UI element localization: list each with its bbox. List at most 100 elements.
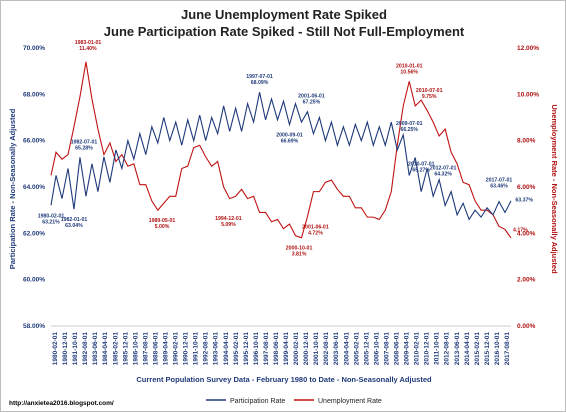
x-tick-label: 2003-06-01	[333, 332, 340, 366]
x-tick-label: 2012-08-01	[444, 332, 451, 366]
x-tick-label: 1980-02-01	[52, 332, 59, 366]
x-tick-label: 1984-04-01	[102, 332, 109, 366]
left-tick-label: 60.00%	[23, 277, 45, 284]
x-tick-label: 2013-06-01	[454, 332, 461, 366]
annotation-date: 1982-01-01	[61, 217, 88, 223]
left-tick-label: 68.00%	[23, 91, 45, 98]
x-tick-label: 2002-08-01	[323, 332, 330, 366]
annotation-value: 3.81%	[292, 252, 307, 258]
annotation-value: 63.04%	[65, 223, 83, 229]
left-tick-label: 58.00%	[23, 323, 45, 330]
right-tick-label: 4.00%	[517, 230, 536, 237]
x-tick-label: 2016-10-01	[494, 332, 501, 366]
series-line-participation-rate	[50, 92, 512, 221]
x-tick-label: 2010-02-01	[414, 332, 421, 366]
right-tick-label: 10.00%	[517, 91, 539, 98]
x-tick-label: 1998-06-01	[273, 332, 280, 366]
x-tick-label: 1981-10-01	[72, 332, 79, 366]
x-tick-label: 1990-12-01	[183, 332, 190, 366]
annotation-date: 1983-01-01	[75, 40, 102, 46]
x-tick-label: 1995-02-01	[233, 332, 240, 366]
right-tick-label: 8.00%	[517, 138, 536, 145]
annotation-date: 1982-07-01	[71, 139, 98, 145]
x-tick-label: 1996-10-01	[253, 332, 260, 366]
annotation-value: 4.72%	[308, 231, 323, 237]
annotation-date: 2010-07-01	[416, 88, 443, 94]
annotation-date: 2001-06-01	[302, 225, 329, 231]
annotation-value: 11.40%	[79, 46, 97, 52]
annotation-value: 63.21%	[42, 219, 60, 225]
x-tick-label: 1985-02-01	[112, 332, 119, 366]
x-tick-label: 2009-04-01	[404, 332, 411, 366]
x-tick-label: 1985-12-01	[122, 332, 129, 366]
annotation-date: 2009-07-01	[396, 121, 423, 127]
annotation-value: 64.32%	[434, 172, 452, 178]
annotation-date: 2010-07-01	[408, 162, 435, 168]
series-line-unemployment-rate	[50, 61, 512, 239]
x-tick-label: 2011-10-01	[434, 332, 441, 365]
x-tick-label: 1994-04-01	[223, 332, 230, 366]
x-tick-label: 2000-12-01	[303, 332, 310, 366]
x-tick-label: 2001-10-01	[313, 332, 320, 366]
x-tick-label: 2008-06-01	[394, 332, 401, 366]
annotation-value: 68.09%	[251, 80, 269, 86]
x-tick-label: 2010-12-01	[424, 332, 431, 366]
x-tick-label: 1995-12-01	[243, 332, 250, 366]
annotation-date: 1980-02-01	[38, 213, 65, 219]
footer-url: http://anxietea2016.blogspot.com/	[9, 400, 114, 407]
x-tick-label: 2017-08-01	[504, 332, 511, 366]
x-tick-label: 2015-12-01	[484, 332, 491, 366]
x-axis-title: Current Population Survey Data - Februar…	[136, 375, 432, 384]
x-tick-label: 1992-08-01	[203, 332, 210, 366]
x-tick-label: 1980-12-01	[62, 332, 69, 366]
annotation-value: 67.25%	[303, 100, 321, 106]
annotation-date: 2000-09-01	[276, 133, 303, 139]
left-tick-label: 70.00%	[23, 45, 45, 52]
x-tick-label: 2000-02-01	[293, 332, 300, 366]
x-tick-label: 2007-08-01	[383, 332, 390, 366]
annotation-value: 9.75%	[422, 94, 437, 100]
legend-label-participation: Participation Rate	[230, 398, 285, 405]
x-tick-label: 2015-02-01	[474, 332, 481, 366]
annotation-date: 2012-07-01	[430, 166, 457, 172]
right-tick-label: 6.00%	[517, 184, 536, 191]
annotation-value: 10.56%	[400, 69, 418, 75]
chart-title: June Unemployment Rate Spiked	[181, 7, 387, 22]
left-tick-label: 64.00%	[23, 184, 45, 191]
annotation-value: 66.69%	[281, 139, 299, 145]
chart-subtitle: June Participation Rate Spiked - Still N…	[104, 24, 465, 39]
x-tick-label: 1990-02-01	[173, 332, 180, 366]
right-axis-title: Unemployment Rate - Non-Seasonally Adjus…	[550, 104, 559, 274]
right-axis-ticks: 0.00% 2.00% 4.00% 6.00% 8.00% 10.00% 12.00%	[517, 45, 539, 330]
left-tick-label: 62.00%	[23, 230, 45, 237]
annotation-value: 63.46%	[490, 184, 508, 190]
annotation-value: 4.17%	[513, 227, 528, 233]
annotation-value: 5.09%	[221, 222, 236, 228]
x-tick-label: 2006-10-01	[373, 332, 380, 366]
annotation-date: 1997-07-01	[246, 74, 273, 80]
x-tick-label: 1989-04-01	[162, 332, 169, 366]
annotation-date: 2010-01-01	[396, 63, 423, 69]
annotation-value: 65.27%	[412, 168, 430, 174]
annotation-date: 2000-10-01	[286, 246, 313, 252]
annotation-date: 1989-05-01	[149, 218, 176, 224]
x-tick-label: 2005-12-01	[363, 332, 370, 366]
left-axis-title: Participation Rate - Non-Seasonally Adju…	[8, 108, 17, 269]
annotation-value: 65.28%	[75, 145, 93, 151]
annotation-date: 2001-06-01	[298, 94, 325, 100]
x-tick-label: 1991-10-01	[193, 332, 200, 366]
x-axis-ticks: 1980-02-01 1980-12-01 1981-10-01 1982-08-01…	[52, 332, 511, 366]
right-tick-label: 0.00%	[517, 323, 536, 330]
x-tick-label: 2004-04-01	[343, 332, 350, 366]
left-tick-label: 66.00%	[23, 138, 45, 145]
x-tick-label: 2005-02-01	[353, 332, 360, 366]
annotation-date: 1994-12-01	[215, 216, 242, 222]
x-tick-label: 1987-08-01	[142, 332, 149, 366]
x-tick-label: 1988-06-01	[152, 332, 159, 366]
x-tick-label: 1986-10-01	[132, 332, 139, 366]
right-tick-label: 12.00%	[517, 45, 539, 52]
x-tick-label: 1982-08-01	[82, 332, 89, 366]
